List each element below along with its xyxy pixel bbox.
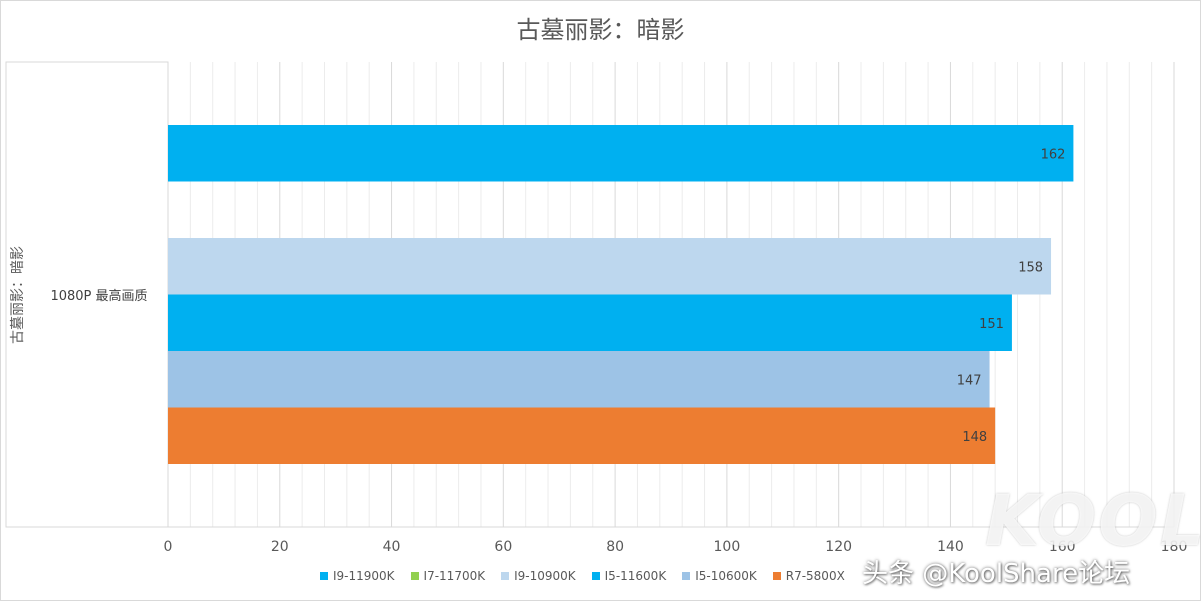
x-tick-label: 0 xyxy=(164,539,173,555)
x-tick-label: 180 xyxy=(1161,539,1188,555)
legend-item: I9-11900K xyxy=(320,569,395,583)
legend-item: R7-5800X xyxy=(772,569,845,583)
bar-r7-5800x xyxy=(168,407,996,464)
bar-i9-11900k xyxy=(168,125,1074,182)
legend-swatch xyxy=(410,572,419,580)
legend-item: I9-10900K xyxy=(501,569,576,583)
data-label-i5-10600k: 147 xyxy=(957,373,982,388)
x-tick-label: 140 xyxy=(937,539,964,555)
data-label-i9-11900k: 162 xyxy=(1041,147,1066,162)
watermark-text: 头条 @KoolShare论坛 xyxy=(862,559,1131,589)
data-label-r7-5800x: 148 xyxy=(962,430,987,445)
legend-label: I9-10900K xyxy=(514,569,576,583)
watermark-logo: KOOL xyxy=(985,480,1201,562)
category-label: 1080P 最高画质 xyxy=(50,288,147,304)
chart-legend: I9-11900K I7-11700K I9-10900K I5-11600K I5-1… xyxy=(320,569,861,583)
legend-swatch xyxy=(591,572,600,580)
data-label-i9-10900k: 158 xyxy=(1018,260,1043,275)
legend-label: R7-5800X xyxy=(785,569,845,583)
bar-i5-11600k xyxy=(168,294,1012,351)
legend-label: I7-11700K xyxy=(423,569,486,583)
data-label-i5-11600k: 151 xyxy=(979,317,1004,332)
x-tick-label: 100 xyxy=(714,539,741,555)
legend-swatch xyxy=(501,572,510,580)
bar-i5-10600k xyxy=(168,351,990,408)
chart-title: 古墓丽影：暗影 xyxy=(516,16,685,44)
legend-item: I5-10600K xyxy=(682,569,757,583)
legend-swatch xyxy=(772,572,781,580)
legend-item: I5-11600K xyxy=(591,569,667,583)
legend-swatch xyxy=(320,572,328,580)
x-tick-label: 80 xyxy=(606,539,624,555)
legend-swatch xyxy=(682,572,691,580)
legend-label: I9-11900K xyxy=(333,569,395,583)
x-tick-label: 20 xyxy=(271,539,289,555)
x-tick-label: 120 xyxy=(825,539,852,555)
x-tick-label: 60 xyxy=(494,539,512,555)
x-tick-label: 160 xyxy=(1049,539,1076,555)
bar-i9-10900k xyxy=(168,238,1052,295)
x-tick-label: 40 xyxy=(383,539,401,555)
legend-item: I7-11700K xyxy=(410,569,486,583)
legend-label: I5-11600K xyxy=(604,569,667,583)
outer-category-label: 古墓丽影：暗影 xyxy=(10,246,26,344)
legend-label: I5-10600K xyxy=(695,569,757,583)
